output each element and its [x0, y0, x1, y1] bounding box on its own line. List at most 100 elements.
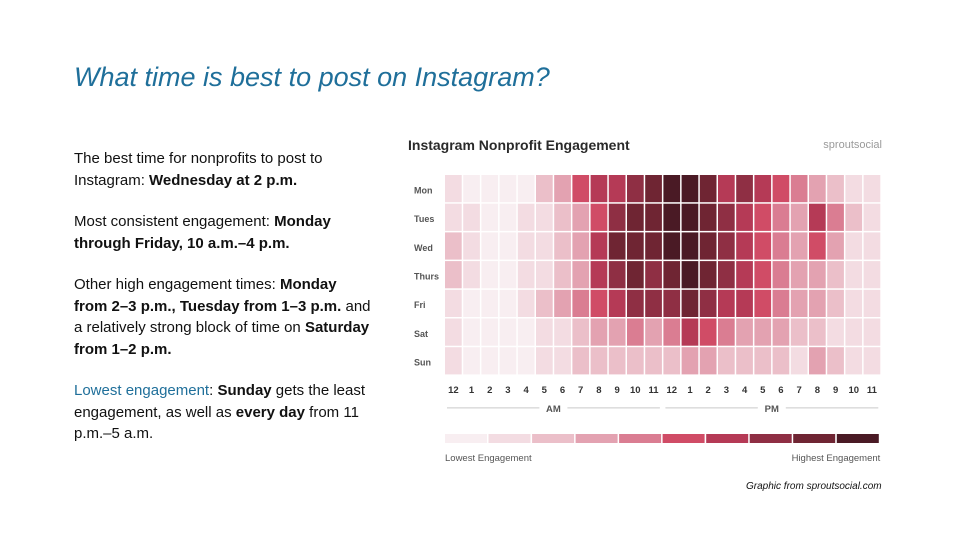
bullet-emphasis: Wednesday at 2 p.m.	[149, 171, 298, 189]
column-labels: 12 1 2 3 4 5 6 7 8 9 10 11 12 1 2 3 4 5 6 7 8 9 10 11	[448, 385, 878, 396]
heatmap-cell	[572, 232, 590, 260]
bullet-paragraph: Lowest engagement: Sunday gets the least…	[74, 380, 374, 445]
heatmap-cell	[736, 232, 753, 260]
heatmap-cell	[772, 347, 790, 375]
heatmap-cell	[499, 347, 517, 375]
column-label: 9	[614, 385, 619, 396]
column-label: 3	[505, 385, 510, 396]
column-label: 1	[687, 385, 693, 396]
row-label: Tues	[414, 214, 434, 224]
heatmap-cell	[517, 175, 535, 203]
heatmap-cell	[627, 232, 644, 260]
heatmap-cell	[681, 175, 699, 203]
heatmap-cell	[809, 232, 826, 260]
heatmap-cell	[499, 289, 517, 317]
heatmap-cell	[499, 318, 517, 346]
heatmap-cell	[481, 203, 499, 231]
heatmap-cell	[718, 232, 735, 260]
heatmap-cell	[536, 175, 553, 203]
bullet-text: gets the least engagement, as well as	[74, 382, 366, 421]
heatmap-cell	[845, 289, 863, 317]
heatmap-cell	[608, 261, 626, 289]
heatmap-cell	[754, 232, 772, 260]
heatmap-cell	[463, 289, 480, 317]
bullet-paragraph: The best time for nonprofits to post to …	[74, 148, 374, 191]
column-label: 8	[596, 385, 601, 396]
heatmap-cell	[772, 232, 790, 260]
heatmap-cell	[845, 203, 863, 231]
heatmap-cell	[790, 232, 808, 260]
heatmap-cell	[572, 175, 590, 203]
heatmap-cell	[536, 289, 553, 317]
heatmap-cell	[627, 318, 644, 346]
heatmap-cell	[863, 232, 881, 260]
bullet-list: The best time for nonprofits to post to …	[74, 148, 374, 465]
bullet-text: from 11 p.m.–5 a.m.	[74, 403, 359, 443]
heatmap-cell	[663, 232, 681, 260]
heatmap-cell	[718, 318, 735, 346]
heatmap-cell	[754, 347, 772, 375]
heatmap-cell	[809, 175, 826, 203]
heatmap-cell	[590, 347, 608, 375]
heatmap-cell	[827, 175, 844, 203]
column-label: 8	[815, 385, 820, 396]
heatmap-cell	[827, 203, 844, 231]
heatmap-cell	[554, 175, 571, 203]
heatmap-cell	[481, 175, 499, 203]
heatmap-cell	[718, 175, 735, 203]
legend-swatch	[706, 434, 749, 443]
legend-swatch	[532, 434, 575, 443]
heatmap-cell	[554, 289, 571, 317]
column-label: 7	[578, 385, 583, 396]
heatmap-cell	[736, 261, 753, 289]
heatmap-cell	[590, 203, 608, 231]
column-label: 12	[667, 385, 678, 396]
heatmap-cell	[627, 175, 644, 203]
heatmap-cell	[863, 261, 881, 289]
heatmap-cell	[681, 318, 699, 346]
heatmap-cell	[608, 347, 626, 375]
legend-swatch	[488, 434, 531, 443]
column-label: 4	[523, 385, 529, 396]
heatmap-cell	[517, 289, 535, 317]
heatmap-cell	[681, 347, 699, 375]
heatmap-cell	[463, 175, 480, 203]
heatmap-cell	[499, 175, 517, 203]
heatmap-cell	[572, 318, 590, 346]
heatmap-cell	[517, 203, 535, 231]
heatmap-cell	[699, 289, 717, 317]
heatmap-cell	[863, 289, 881, 317]
column-label: 6	[778, 385, 783, 396]
heatmap-cell	[772, 175, 790, 203]
legend-swatch	[793, 434, 836, 443]
heatmap-cell	[809, 318, 826, 346]
heatmap-cell	[754, 261, 772, 289]
heatmap-cell	[554, 261, 571, 289]
heatmap-cell	[536, 347, 553, 375]
heatmap-cell	[772, 203, 790, 231]
heatmap-cell	[572, 203, 590, 231]
heatmap-cell	[718, 289, 735, 317]
heatmap-cell	[536, 232, 553, 260]
heatmap-cell	[790, 203, 808, 231]
heatmap-cell	[445, 232, 462, 260]
heatmap-cell	[627, 203, 644, 231]
heatmap-cell	[718, 347, 735, 375]
row-label: Fri	[414, 300, 426, 310]
heatmap-cell	[608, 175, 626, 203]
heatmap-cell	[772, 318, 790, 346]
column-label: 6	[560, 385, 565, 396]
heatmap-cell	[445, 261, 462, 289]
heatmap-cell	[845, 175, 863, 203]
heatmap-cell	[445, 318, 462, 346]
heatmap-cell	[463, 347, 480, 375]
heatmap-cell	[554, 318, 571, 346]
heatmap-cell	[645, 289, 662, 317]
heatmap-cell	[790, 175, 808, 203]
bullet-text: Lowest engagement	[74, 382, 210, 399]
heatmap-cell	[845, 347, 863, 375]
legend-low-label: Lowest Engagement	[445, 453, 532, 464]
heatmap-cell	[699, 175, 717, 203]
column-label: 12	[448, 385, 459, 396]
heatmap-cell	[718, 203, 735, 231]
